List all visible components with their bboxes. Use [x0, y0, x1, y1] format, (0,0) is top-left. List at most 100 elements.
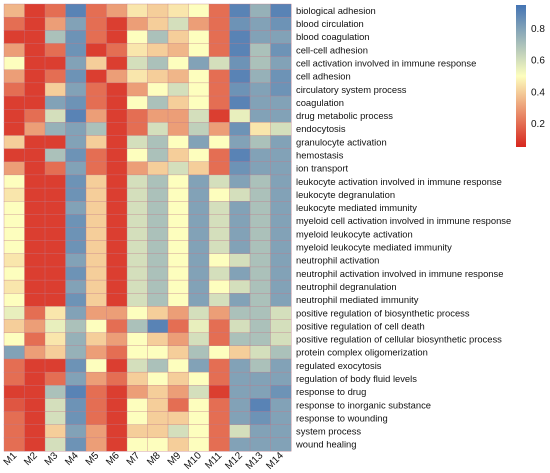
- heatmap-cell: [167, 201, 189, 215]
- heatmap-cell: [106, 69, 128, 84]
- heatmap-cell: [3, 293, 25, 307]
- colorbar-ticks: 0.2 0.4 0.6 0.8: [531, 24, 545, 130]
- heatmap-cell: [270, 293, 292, 307]
- heatmap-cell: [106, 187, 128, 202]
- heatmap-cell: [65, 332, 87, 347]
- heatmap-cell: [65, 345, 87, 360]
- heatmap-cell: [270, 358, 292, 373]
- heatmap-cell: [126, 385, 148, 399]
- row-label: system process: [296, 426, 361, 437]
- heatmap-cell: [208, 319, 230, 334]
- heatmap-cell: [270, 227, 292, 242]
- column-label: M4: [63, 450, 81, 468]
- heatmap-cell: [270, 253, 292, 268]
- heatmap-cell: [208, 227, 230, 242]
- heatmap-cell: [229, 109, 251, 123]
- row-label: response to inorganic substance: [296, 399, 431, 410]
- heatmap-cell: [44, 16, 66, 31]
- heatmap-cell: [188, 82, 210, 97]
- heatmap-cell: [65, 306, 87, 321]
- heatmap-cell: [85, 69, 107, 84]
- heatmap-cell: [126, 319, 148, 334]
- heatmap-cell: [85, 411, 107, 426]
- heatmap-cell: [24, 306, 46, 321]
- heatmap-cell: [85, 424, 107, 439]
- heatmap-cell: [229, 174, 251, 189]
- colorbar-gradient: [516, 5, 526, 147]
- heatmap-cell: [85, 240, 107, 255]
- heatmap-cells: [3, 3, 292, 452]
- heatmap-cell: [3, 266, 25, 281]
- heatmap-cell: [106, 161, 128, 176]
- heatmap-cell: [188, 424, 210, 439]
- heatmap-cell: [85, 187, 107, 202]
- heatmap-cell: [270, 279, 292, 294]
- heatmap-cell: [270, 214, 292, 228]
- heatmap-cell: [106, 30, 128, 44]
- heatmap-cell: [106, 43, 128, 58]
- heatmap-cell: [249, 227, 271, 242]
- heatmap-cell: [24, 424, 46, 439]
- heatmap-cell: [126, 201, 148, 215]
- heatmap-cell: [126, 345, 148, 360]
- heatmap-cell: [126, 174, 148, 189]
- row-label: biological adhesion: [296, 5, 376, 16]
- heatmap-cell: [44, 371, 66, 386]
- heatmap-cell: [208, 424, 230, 439]
- heatmap-cell: [106, 332, 128, 347]
- heatmap-cell: [167, 135, 189, 150]
- heatmap-cell: [167, 253, 189, 268]
- heatmap-cell: [24, 319, 46, 334]
- row-label: leukocyte degranulation: [296, 189, 395, 200]
- heatmap-cell: [147, 69, 169, 84]
- row-label: protein complex oligomerization: [296, 347, 428, 358]
- heatmap-cell: [208, 135, 230, 150]
- heatmap-cell: [44, 279, 66, 294]
- heatmap-cell: [3, 135, 25, 150]
- heatmap-cell: [106, 240, 128, 255]
- heatmap-cell: [65, 240, 87, 255]
- heatmap-cell: [106, 56, 128, 71]
- heatmap-cell: [270, 161, 292, 176]
- heatmap-cell: [270, 306, 292, 321]
- heatmap-cell: [208, 148, 230, 163]
- column-label: M11: [203, 450, 224, 471]
- heatmap-cell: [3, 371, 25, 386]
- heatmap-cell: [167, 227, 189, 242]
- heatmap-cell: [85, 332, 107, 347]
- heatmap-cell: [249, 187, 271, 202]
- heatmap-cell: [167, 293, 189, 307]
- heatmap-cell: [249, 201, 271, 215]
- heatmap-cell: [249, 82, 271, 97]
- heatmap-cell: [126, 16, 148, 31]
- heatmap-cell: [208, 437, 230, 452]
- heatmap-cell: [85, 82, 107, 97]
- heatmap-cell: [188, 306, 210, 321]
- heatmap-cell: [65, 122, 87, 136]
- heatmap-cell: [229, 122, 251, 136]
- heatmap-cell: [188, 122, 210, 136]
- heatmap-cell: [270, 424, 292, 439]
- heatmap-cell: [85, 43, 107, 58]
- heatmap-cell: [188, 371, 210, 386]
- heatmap-cell: [44, 56, 66, 71]
- heatmap-cell: [229, 69, 251, 84]
- heatmap-cell: [85, 437, 107, 452]
- heatmap-cell: [208, 16, 230, 31]
- heatmap-cell: [126, 30, 148, 44]
- heatmap-cell: [85, 122, 107, 136]
- heatmap-cell: [44, 293, 66, 307]
- heatmap-cell: [188, 293, 210, 307]
- heatmap-cell: [106, 16, 128, 31]
- heatmap-cell: [106, 148, 128, 163]
- heatmap-cell: [65, 187, 87, 202]
- heatmap-cell: [167, 82, 189, 97]
- heatmap-cell: [147, 358, 169, 373]
- heatmap-cell: [3, 3, 25, 18]
- heatmap-cell: [229, 266, 251, 281]
- heatmap-cell: [208, 174, 230, 189]
- heatmap-cell: [126, 3, 148, 18]
- heatmap-cell: [24, 122, 46, 136]
- heatmap-cell: [147, 56, 169, 71]
